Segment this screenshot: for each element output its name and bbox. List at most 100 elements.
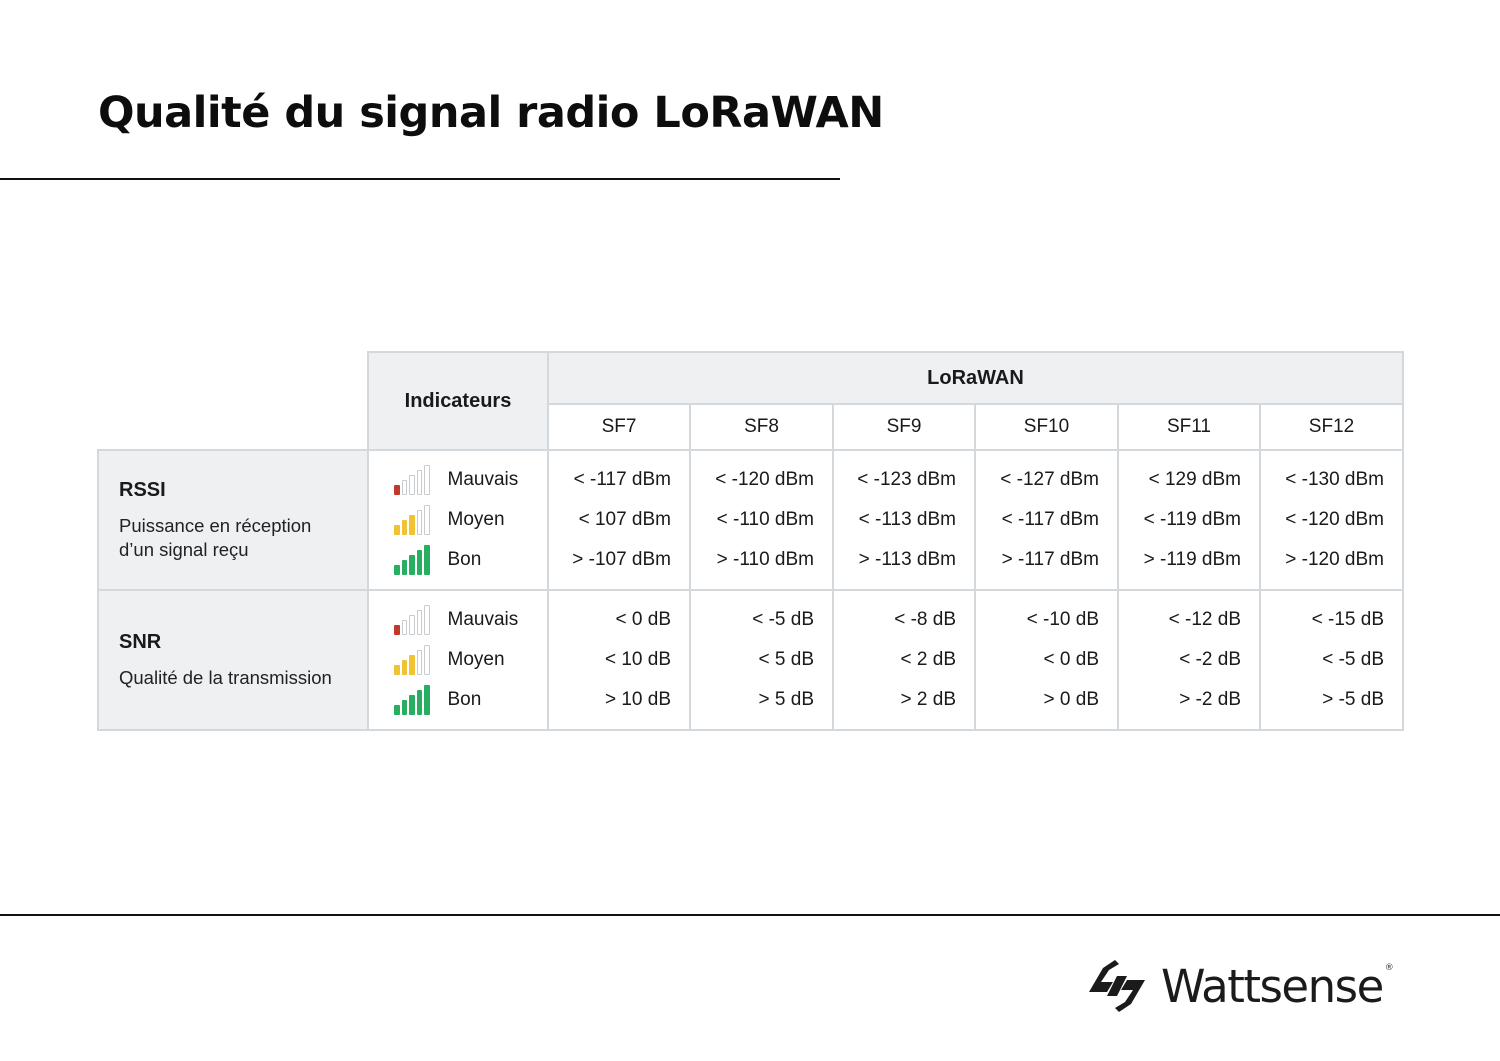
indicator-label: Bon — [447, 549, 482, 570]
indicator-label: Moyen — [447, 509, 505, 530]
threshold-value: > -2 dB — [1179, 689, 1241, 710]
signal-bar — [394, 665, 400, 675]
bolt-logo-icon — [1089, 960, 1145, 1012]
value-cell: < -130 dBm < -120 dBm > -120 dBm — [1259, 449, 1404, 591]
threshold-value: < 0 dB — [615, 609, 671, 630]
metric-description: Puissance en réception d’un signal reçu — [119, 514, 312, 560]
value-cell: < -117 dBm < 107 dBm > -107 dBm — [547, 449, 691, 591]
threshold-value: < -2 dB — [1179, 649, 1241, 670]
threshold-value: < -5 dB — [752, 609, 814, 630]
footer-divider — [0, 914, 1500, 916]
threshold-value: < -15 dB — [1311, 609, 1384, 630]
metric-name: SNR — [119, 630, 162, 653]
signal-bar — [409, 695, 415, 715]
indicator-row: Bon — [369, 680, 547, 720]
value-cell: < -120 dBm < -110 dBm > -110 dBm — [689, 449, 834, 591]
signal-bar — [424, 465, 430, 495]
threshold-value: < 129 dBm — [1148, 469, 1241, 490]
signal-bar — [394, 485, 400, 495]
value-cell: < 0 dB < 10 dB > 10 dB — [547, 589, 691, 731]
threshold-value: < 10 dB — [604, 649, 671, 670]
table-row: SNR Qualité de la transmission Mauvais Moye… — [97, 589, 1404, 731]
signal-bar — [416, 610, 422, 635]
signal-bar — [424, 645, 430, 675]
threshold-value: < -117 dBm — [1001, 509, 1099, 530]
threshold-value: > 5 dB — [758, 689, 814, 710]
value-cell: < 129 dBm < -119 dBm > -119 dBm — [1117, 449, 1261, 591]
signal-bar — [409, 655, 415, 675]
signal-bars-icon — [394, 605, 432, 635]
indicator-row: Moyen — [369, 640, 547, 680]
signal-bar — [416, 470, 422, 495]
value-cell: < -127 dBm < -117 dBm > -117 dBm — [974, 449, 1119, 591]
signal-bar — [409, 555, 415, 575]
signal-bar — [394, 705, 400, 715]
signal-bars-icon — [394, 465, 432, 495]
indicator-row: Mauvais — [369, 600, 547, 640]
signal-bar — [424, 545, 430, 575]
value-cell: < -10 dB < 0 dB > 0 dB — [974, 589, 1119, 731]
sf-header: SF10 — [974, 403, 1119, 451]
metric-cell: SNR Qualité de la transmission — [97, 589, 369, 731]
indicator-row: Moyen — [369, 500, 547, 540]
registered-mark: ® — [1384, 962, 1394, 973]
sf-header: SF12 — [1259, 403, 1404, 451]
signal-bar — [416, 510, 422, 535]
indicator-row: Mauvais — [369, 460, 547, 500]
signal-bar — [401, 700, 407, 715]
signal-bar — [394, 565, 400, 575]
signal-bar — [424, 605, 430, 635]
signal-bars-icon — [394, 545, 432, 575]
indicators-header: Indicateurs — [367, 351, 549, 451]
signal-bar — [416, 690, 422, 715]
signal-bar — [401, 520, 407, 535]
threshold-value: < -127 dBm — [1000, 469, 1099, 490]
indicator-label: Mauvais — [447, 609, 519, 630]
threshold-value: > -117 dBm — [1001, 549, 1099, 570]
threshold-value: < -12 dB — [1168, 609, 1241, 630]
threshold-value: < 2 dB — [900, 649, 956, 670]
value-cell: < -15 dB < -5 dB > -5 dB — [1259, 589, 1404, 731]
threshold-value: > -119 dBm — [1143, 549, 1241, 570]
table-row: RSSI Puissance en réception d’un signal r… — [97, 449, 1404, 591]
signal-bars-icon — [394, 645, 432, 675]
threshold-value: < -5 dB — [1322, 649, 1384, 670]
threshold-value: < -119 dBm — [1143, 509, 1241, 530]
metric-name: RSSI — [119, 478, 166, 501]
signal-bar — [401, 560, 407, 575]
metric-cell: RSSI Puissance en réception d’un signal r… — [97, 449, 369, 591]
threshold-value: > -110 dBm — [716, 549, 814, 570]
signal-bar — [394, 525, 400, 535]
indicator-label: Mauvais — [447, 469, 519, 490]
threshold-value: > 10 dB — [604, 689, 671, 710]
brand-logo: Wattsense ® — [1087, 958, 1394, 1014]
value-cell: < -5 dB < 5 dB > 5 dB — [689, 589, 834, 731]
value-cell: < -123 dBm < -113 dBm > -113 dBm — [832, 449, 976, 591]
threshold-value: < -120 dBm — [715, 469, 814, 490]
threshold-value: < 107 dBm — [578, 509, 671, 530]
sf-header: SF8 — [689, 403, 834, 451]
sf-header: SF9 — [832, 403, 976, 451]
indicator-label: Moyen — [447, 649, 505, 670]
threshold-value: > -120 dBm — [1285, 549, 1384, 570]
brand-name: Wattsense ® — [1161, 959, 1394, 1013]
signal-bar — [401, 480, 407, 495]
threshold-value: < -117 dBm — [573, 469, 671, 490]
threshold-value: < -120 dBm — [1285, 509, 1384, 530]
value-cell: < -12 dB < -2 dB > -2 dB — [1117, 589, 1261, 731]
value-cell: < -8 dB < 2 dB > 2 dB — [832, 589, 976, 731]
signal-quality-table: Indicateurs LoRaWAN SF7 SF8 SF9 SF10 SF1… — [97, 351, 1404, 731]
signal-bar — [409, 515, 415, 535]
indicator-label: Bon — [447, 689, 482, 710]
threshold-value: < -8 dB — [894, 609, 956, 630]
signal-bar — [394, 625, 400, 635]
metric-description: Qualité de la transmission — [119, 666, 332, 688]
title-divider — [0, 178, 840, 180]
signal-bar — [401, 620, 407, 635]
indicator-cell: Mauvais Moyen Bon — [367, 449, 549, 591]
page-title: Qualité du signal radio LoRaWAN — [98, 88, 884, 138]
signal-bar — [416, 650, 422, 675]
threshold-value: < -130 dBm — [1285, 469, 1384, 490]
threshold-value: < 5 dB — [758, 649, 814, 670]
signal-bar — [401, 660, 407, 675]
